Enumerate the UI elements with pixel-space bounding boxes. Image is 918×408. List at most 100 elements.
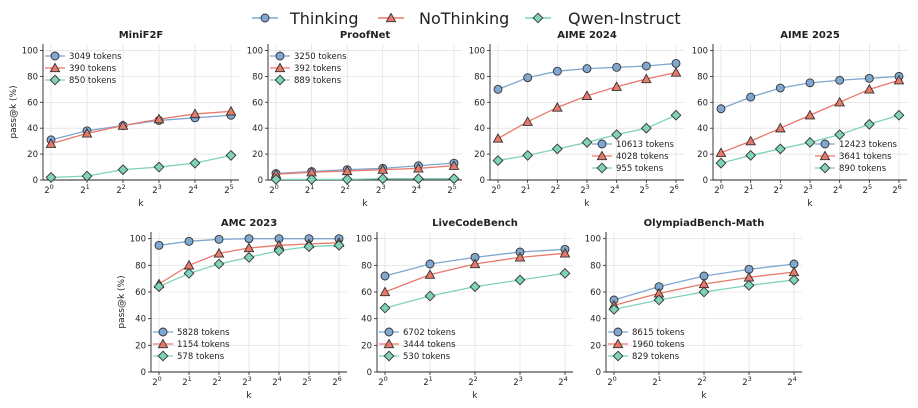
xtick-label-4: 24 xyxy=(412,183,422,196)
ytick-label-20: 20 xyxy=(474,150,485,160)
panel-title: OlympiadBench-Math xyxy=(644,218,765,229)
panel-legend-label-qwen-instruct: 530 tokens xyxy=(403,352,451,362)
panel-legend-label-qwen-instruct: 889 tokens xyxy=(294,76,342,86)
ytick-label-0: 0 xyxy=(258,176,263,186)
point-qwen-instruct-1 xyxy=(183,267,195,279)
point-qwen-instruct-4 xyxy=(559,267,571,279)
y-axis-label: pass@k (%) xyxy=(117,275,127,328)
point-nothinking-6 xyxy=(893,74,905,85)
point-nothinking-5 xyxy=(225,105,237,116)
legend-marker-thinking xyxy=(260,13,270,23)
point-nothinking-3 xyxy=(514,251,526,262)
xtick-label-5: 25 xyxy=(224,183,234,196)
panel-legend-label-qwen-instruct: 829 tokens xyxy=(632,352,680,362)
point-nothinking-0 xyxy=(45,138,57,148)
point-qwen-instruct-5 xyxy=(225,149,237,161)
ytick-label-60: 60 xyxy=(361,288,372,298)
point-thinking-0 xyxy=(154,240,164,250)
xtick-label-0: 20 xyxy=(152,375,162,388)
panel-legend-marker-qwen-instruct xyxy=(383,350,395,362)
legend-label-qwen-instruct: Qwen-Instruct xyxy=(568,9,681,28)
ytick-label-40: 40 xyxy=(474,124,485,134)
xtick-label-0: 20 xyxy=(269,183,279,196)
panel-legend-marker-nothinking xyxy=(274,62,286,73)
x-axis-label: k xyxy=(362,199,368,209)
xtick-label-2: 22 xyxy=(212,375,222,388)
point-thinking-4 xyxy=(612,62,622,72)
xtick-label-2: 22 xyxy=(697,375,707,388)
point-qwen-instruct-6 xyxy=(893,109,905,121)
panel-title: LiveCodeBench xyxy=(432,218,518,229)
panel-legend-label-thinking: 3049 tokens xyxy=(69,52,122,62)
panel-legend-marker-nothinking xyxy=(49,62,61,73)
point-thinking-5 xyxy=(641,61,651,71)
point-qwen-instruct-1 xyxy=(653,294,665,306)
panel-legend-marker-thinking xyxy=(384,327,394,337)
point-nothinking-2 xyxy=(117,120,129,130)
panel-legend-label-nothinking: 392 tokens xyxy=(294,64,342,74)
point-nothinking-3 xyxy=(581,90,593,100)
ytick-label-20: 20 xyxy=(697,150,708,160)
xtick-label-5: 25 xyxy=(302,375,312,388)
xtick-label-0: 20 xyxy=(714,183,724,196)
ytick-label-80: 80 xyxy=(135,261,146,271)
point-nothinking-1 xyxy=(424,269,436,279)
panel-legend-marker-nothinking xyxy=(383,338,395,349)
xtick-label-6: 26 xyxy=(892,183,902,196)
point-thinking-3 xyxy=(805,78,815,88)
legend-label-thinking: Thinking xyxy=(289,9,359,28)
point-thinking-1 xyxy=(746,92,756,102)
point-qwen-instruct-4 xyxy=(412,173,424,185)
x-axis-label: k xyxy=(138,199,144,209)
panel-title: ProofNet xyxy=(340,30,391,41)
panel-legend-marker-thinking xyxy=(50,51,60,61)
ytick-label-40: 40 xyxy=(590,315,601,325)
panel-olympiadbench-math: OlympiadBench-Math 0 20 40 60 80 100 20 21 22 23 24… xyxy=(585,218,802,401)
point-thinking-1 xyxy=(184,236,194,246)
xtick-label-5: 25 xyxy=(447,183,457,196)
legend-marker-qwen-instruct xyxy=(532,12,544,24)
panel-legend-marker-qwen-instruct xyxy=(49,74,61,86)
point-qwen-instruct-3 xyxy=(804,137,816,148)
point-nothinking-4 xyxy=(189,108,201,119)
point-thinking-0 xyxy=(493,84,503,94)
point-qwen-instruct-2 xyxy=(774,143,786,155)
point-qwen-instruct-1 xyxy=(306,173,318,185)
panel-legend-marker-thinking xyxy=(275,51,285,61)
panel-legend: 8615 tokens 1960 tokens 829 tokens xyxy=(608,327,685,362)
ytick-label-80: 80 xyxy=(697,72,708,82)
ytick-label-0: 0 xyxy=(141,368,146,378)
ytick-label-60: 60 xyxy=(474,98,485,108)
panel-legend-label-nothinking: 1154 tokens xyxy=(177,340,230,350)
x-axis-label: k xyxy=(807,199,813,209)
panel-legend: 12423 tokens 3641 tokens 890 tokens xyxy=(815,139,898,174)
xtick-label-4: 24 xyxy=(558,375,568,388)
y-axis-label: pass@k (%) xyxy=(9,85,19,138)
xtick-label-5: 25 xyxy=(640,183,650,196)
point-thinking-2 xyxy=(775,83,785,93)
point-nothinking-2 xyxy=(469,258,481,269)
xtick-label-6: 26 xyxy=(669,183,679,196)
point-qwen-instruct-1 xyxy=(424,290,436,302)
legend-marker-nothinking xyxy=(385,12,397,23)
point-thinking-0 xyxy=(380,271,390,281)
xtick-label-1: 21 xyxy=(305,183,315,196)
ytick-label-40: 40 xyxy=(697,124,708,134)
panel-legend-label-thinking: 6702 tokens xyxy=(403,328,456,338)
ytick-label-40: 40 xyxy=(361,315,372,325)
xtick-label-1: 21 xyxy=(521,183,531,196)
point-qwen-instruct-5 xyxy=(863,118,875,130)
ytick-label-60: 60 xyxy=(27,98,38,108)
point-thinking-1 xyxy=(523,73,533,83)
point-qwen-instruct-2 xyxy=(551,143,563,155)
point-nothinking-0 xyxy=(492,133,504,143)
xtick-label-3: 23 xyxy=(803,183,813,196)
panel-legend-marker-nothinking xyxy=(596,150,608,161)
point-qwen-instruct-5 xyxy=(303,241,315,253)
xtick-label-1: 21 xyxy=(182,375,192,388)
panel-legend-label-qwen-instruct: 955 tokens xyxy=(616,164,664,174)
panel-legend-marker-qwen-instruct xyxy=(819,162,831,174)
point-thinking-6 xyxy=(671,58,681,68)
point-qwen-instruct-3 xyxy=(581,137,593,148)
point-qwen-instruct-5 xyxy=(640,122,652,134)
